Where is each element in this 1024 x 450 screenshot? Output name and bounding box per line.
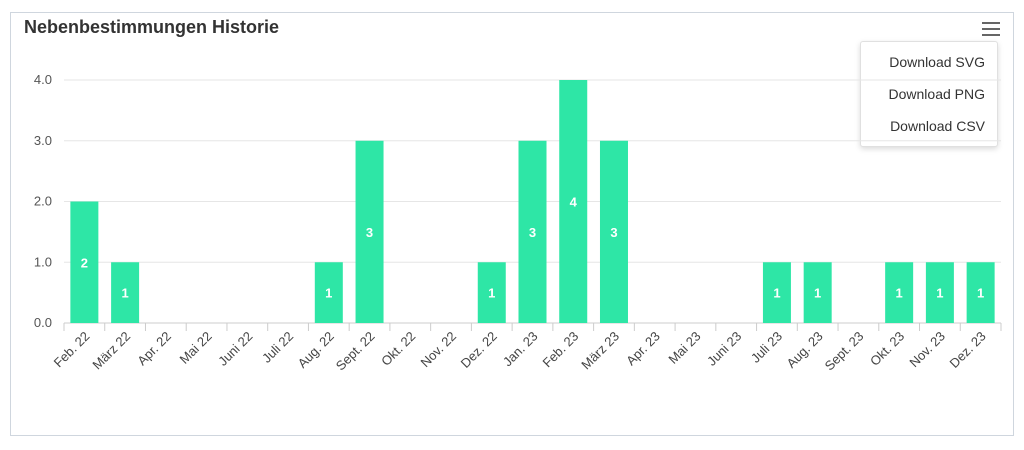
x-tick-label: Dez. 22	[458, 329, 500, 371]
chart-title: Nebenbestimmungen Historie	[24, 17, 280, 37]
data-label: 1	[814, 286, 821, 301]
y-tick-label: 3.0	[34, 133, 52, 148]
x-tick-label: Juni 23	[704, 329, 744, 369]
y-tick-label: 2.0	[34, 194, 52, 209]
bar	[925, 262, 954, 323]
x-tick-label: Sept. 23	[822, 329, 867, 374]
x-tick-label: Aug. 22	[295, 329, 337, 371]
x-tick-label: März 22	[89, 329, 133, 373]
hamburger-menu-icon[interactable]	[980, 20, 1002, 38]
download-png-item[interactable]: Download PNG	[888, 86, 986, 102]
bar	[355, 140, 384, 323]
bar	[762, 262, 791, 323]
data-label: 1	[896, 286, 903, 301]
data-label: 2	[81, 255, 88, 270]
x-tick-label: Nov. 22	[418, 329, 460, 371]
bar	[518, 140, 547, 323]
bar	[885, 262, 914, 323]
data-label: 1	[121, 286, 128, 301]
bar	[477, 262, 506, 323]
x-tick-label: März 23	[578, 329, 622, 373]
data-label: 3	[366, 225, 373, 240]
download-csv-item[interactable]: Download CSV	[890, 118, 985, 134]
y-tick-label: 4.0	[34, 72, 52, 87]
bar	[559, 80, 588, 323]
data-label: 3	[529, 225, 536, 240]
data-label: 1	[773, 286, 780, 301]
data-label: 1	[488, 286, 495, 301]
x-tick-label: Mai 22	[177, 329, 215, 367]
x-tick-label: Apr. 23	[623, 329, 663, 369]
x-tick-label: Juni 22	[215, 329, 255, 369]
data-label: 4	[570, 195, 578, 210]
y-tick-label: 0.0	[34, 315, 52, 330]
x-tick-label: Mai 23	[665, 329, 703, 367]
x-tick-label: Juli 23	[748, 329, 785, 366]
bar	[599, 140, 628, 323]
data-label: 1	[977, 286, 984, 301]
bar	[111, 262, 140, 323]
export-menu: Download SVG Download PNG Download CSV	[860, 41, 998, 147]
x-tick-label: Nov. 23	[906, 329, 948, 371]
x-tick-label: Apr. 22	[134, 329, 174, 369]
chart-card	[10, 12, 1014, 436]
x-tick-label: Sept. 22	[333, 329, 378, 374]
x-tick-label: Dez. 23	[946, 329, 988, 371]
x-tick-label: Okt. 22	[378, 329, 418, 369]
data-label: 1	[936, 286, 943, 301]
download-svg-item[interactable]: Download SVG	[889, 54, 985, 70]
data-label: 3	[610, 225, 617, 240]
x-tick-label: Feb. 23	[540, 329, 582, 371]
data-label: 1	[325, 286, 332, 301]
y-tick-label: 1.0	[34, 254, 52, 269]
bar	[966, 262, 995, 323]
x-tick-label: Feb. 22	[51, 329, 93, 371]
x-tick-label: Jan. 23	[500, 329, 541, 370]
bar	[70, 201, 99, 323]
x-tick-label: Aug. 23	[783, 329, 825, 371]
x-tick-label: Juli 22	[259, 329, 296, 366]
bar	[314, 262, 343, 323]
bar	[803, 262, 832, 323]
x-tick-label: Okt. 23	[867, 329, 907, 369]
